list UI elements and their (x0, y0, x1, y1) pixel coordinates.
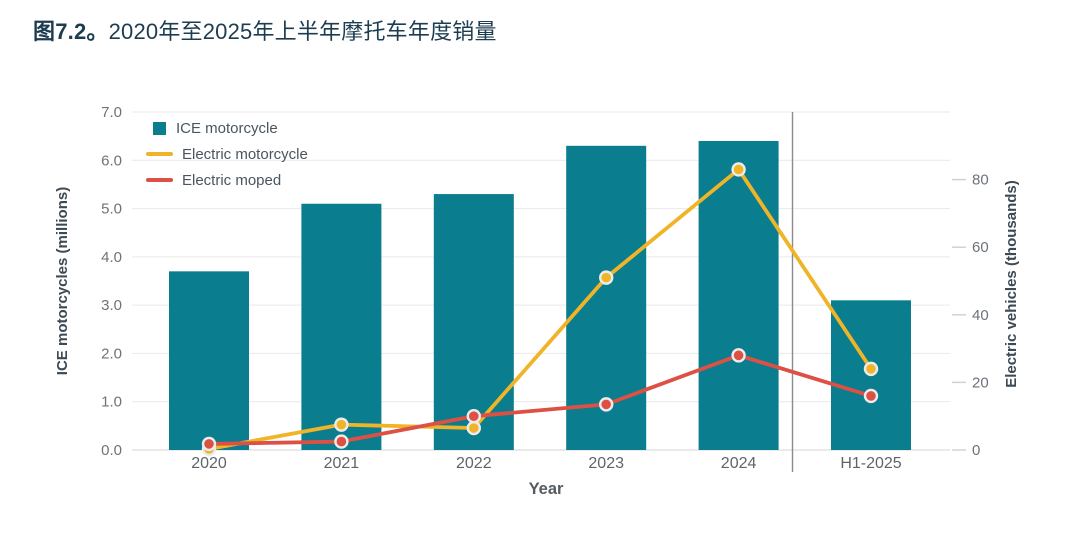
marker-1-2023 (599, 397, 614, 412)
legend-label-electric-moped: Electric moped (182, 171, 282, 189)
bar-2024 (698, 140, 779, 450)
legend-item-electric-motorcycle: Electric motorcycle (146, 145, 308, 163)
bar-2021 (301, 203, 382, 450)
left-tick-label: 3.0 (101, 297, 122, 314)
left-tick-label: 2.0 (101, 345, 122, 362)
left-tick-label: 6.0 (101, 152, 122, 169)
title-text: 2020年至2025年上半年摩托车年度销量 (108, 19, 497, 44)
right-tick-label: 80 (972, 172, 989, 189)
right-tick-label: 0 (972, 442, 980, 459)
legend-item-ice-motorcycle: ICE motorcycle (146, 119, 308, 137)
legend-item-electric-moped: Electric moped (146, 171, 308, 189)
marker-0-2021 (334, 417, 349, 432)
marker-0-2022 (466, 420, 481, 436)
marker-0-H1-2025 (863, 361, 879, 377)
marker-0-2023 (599, 270, 614, 285)
left-tick-label: 1.0 (101, 394, 122, 411)
line-1 (207, 353, 873, 446)
marker-1-2021 (334, 434, 349, 449)
x-tick-label-2024: 2024 (721, 455, 757, 472)
x-tick-label-2023: 2023 (588, 455, 624, 472)
legend-label-electric-motorcycle: Electric motorcycle (182, 145, 308, 163)
legend-swatch-electric-motorcycle (146, 152, 173, 156)
right-tick-label: 40 (972, 307, 989, 324)
marker-0-2024 (731, 162, 746, 177)
left-tick-label: 4.0 (101, 249, 122, 266)
left-axis-title: ICE motorcycles (millions) (54, 187, 71, 375)
figure-label: 图7.2。 (33, 19, 109, 44)
x-tick-label-2021: 2021 (324, 455, 360, 472)
x-tick-label-2020: 2020 (191, 455, 227, 472)
right-axis-title: Electric vehicles (thousands) (1003, 180, 1020, 388)
legend-swatch-electric-moped (146, 178, 173, 182)
legend-swatch-ice-motorcycle (153, 121, 166, 135)
chart-title: 图7.2。2020年至2025年上半年摩托车年度销量 (33, 14, 497, 46)
marker-1-2020 (201, 436, 217, 452)
legend: ICE motorcycle Electric motorcycle Elect… (146, 119, 308, 189)
x-tick-label-2022: 2022 (456, 455, 492, 472)
marker-1-2024 (731, 348, 746, 363)
marker-1-2022 (466, 409, 481, 424)
line-0 (207, 167, 873, 451)
bar-2020 (169, 271, 249, 450)
legend-label-ice-motorcycle: ICE motorcycle (176, 119, 278, 137)
left-tick-label: 7.0 (101, 104, 122, 121)
marker-1-H1-2025 (863, 388, 879, 404)
bar-2022 (433, 194, 514, 450)
x-axis-title: Year (529, 480, 564, 498)
x-tick-label-H1-2025: H1-2025 (840, 455, 901, 472)
right-tick-label: 60 (972, 239, 989, 256)
right-tick-label: 20 (972, 374, 989, 391)
left-tick-label: 0.0 (101, 442, 122, 459)
left-tick-label: 5.0 (101, 201, 122, 218)
